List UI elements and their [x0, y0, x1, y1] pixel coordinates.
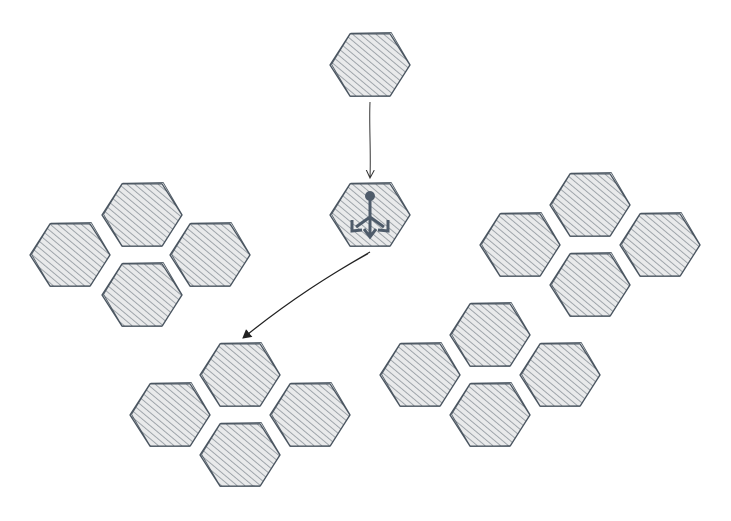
- left-cluster-node-1[interactable]: [101, 182, 183, 247]
- source-node[interactable]: [329, 32, 411, 97]
- bottom-center-cluster-node-3[interactable]: [269, 382, 351, 447]
- bottom-center-cluster-node-1[interactable]: [199, 342, 281, 407]
- edges: [242, 101, 371, 339]
- bottom-center-cluster-node-2[interactable]: [129, 382, 211, 447]
- right-upper-cluster-node-2[interactable]: [479, 212, 561, 277]
- right-lower-cluster-node-1[interactable]: [449, 302, 531, 367]
- right-lower-cluster-node-2[interactable]: [379, 342, 461, 407]
- edge-load-balancer-to-cluster: [242, 251, 371, 339]
- hex-nodes: [29, 32, 701, 487]
- right-upper-cluster-node-1[interactable]: [549, 172, 631, 237]
- bottom-center-cluster-node-4[interactable]: [199, 422, 281, 487]
- left-cluster-node-4[interactable]: [101, 262, 183, 327]
- right-upper-cluster-node-3[interactable]: [619, 212, 701, 277]
- load-balancer-icon: [350, 191, 390, 240]
- right-upper-cluster-node-4[interactable]: [549, 252, 631, 317]
- right-lower-cluster-node-4[interactable]: [449, 382, 531, 447]
- right-lower-cluster-node-3[interactable]: [519, 342, 601, 407]
- left-cluster-node-2[interactable]: [29, 222, 111, 287]
- edge-load-balancer-to-cluster-sketch: [245, 253, 369, 337]
- left-cluster-node-3[interactable]: [169, 222, 251, 287]
- edge-source-to-load-balancer: [370, 101, 371, 178]
